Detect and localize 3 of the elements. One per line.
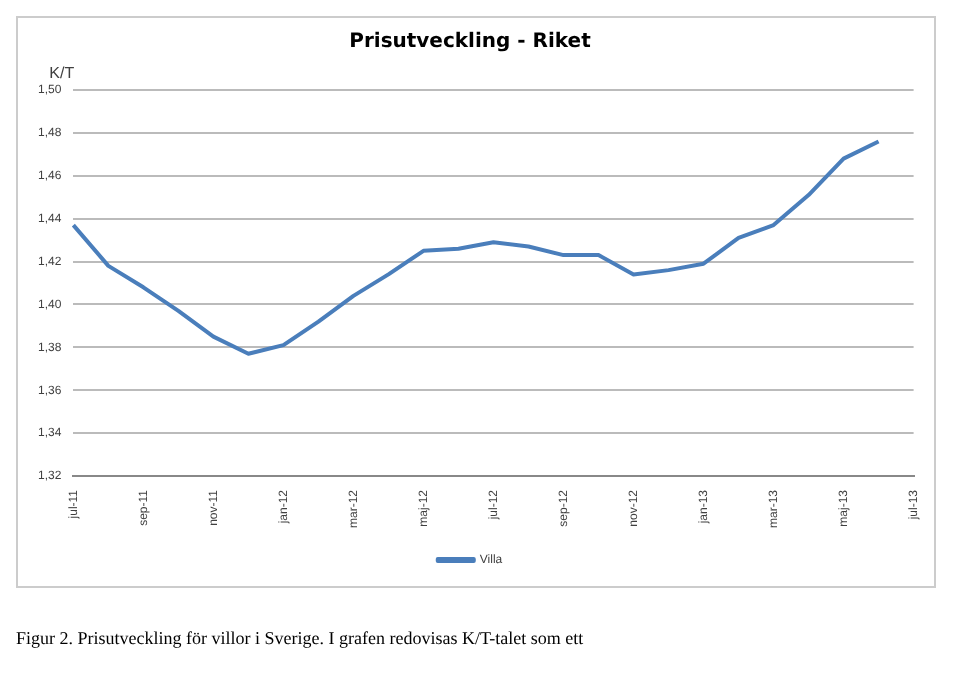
chart-title: Prisutveckling - Riket (349, 31, 592, 54)
y-axis-title: K/T (49, 64, 75, 83)
text: Figur 2. Prisutveckling för villor i Sverige. I grafen redovisas K/T-talet som ett (16, 628, 586, 648)
